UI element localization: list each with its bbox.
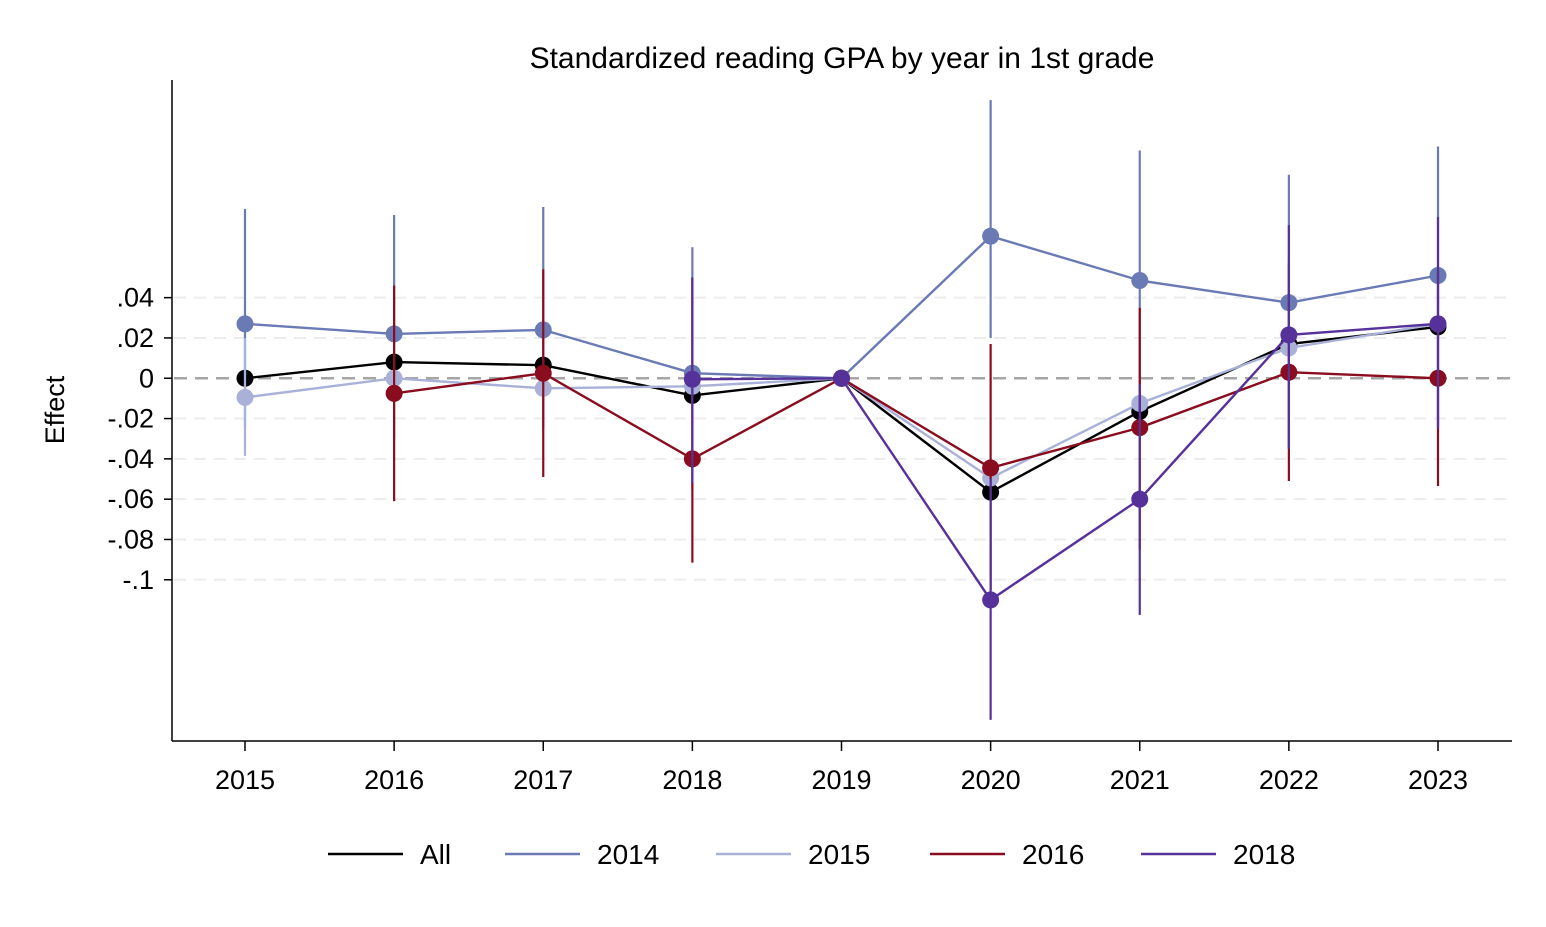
series-line xyxy=(244,322,1439,480)
data-point xyxy=(534,364,552,382)
x-tick-label: 2020 xyxy=(961,765,1021,795)
data-point xyxy=(982,459,1000,477)
legend-item-2015: 2015 xyxy=(716,839,870,870)
tick-labels: .04 .02 0 -.02 -.04 -.06 -.08 -.1 2015 2016 2017 20… xyxy=(107,283,1468,795)
legend-label: All xyxy=(420,839,451,870)
legend-item-2016: 2016 xyxy=(930,839,1084,870)
chart-title: Standardized reading GPA by year in 1st … xyxy=(530,42,1155,75)
legend-label: 2018 xyxy=(1233,839,1295,870)
gridlines xyxy=(174,296,1512,581)
data-point xyxy=(982,591,1000,609)
y-tick-label: .02 xyxy=(116,323,154,353)
x-tick-label: 2021 xyxy=(1110,765,1170,795)
y-tick-label: 0 xyxy=(139,363,154,393)
legend-label: 2016 xyxy=(1022,839,1084,870)
series-2016 xyxy=(385,263,1447,590)
axes xyxy=(164,80,1512,751)
data-point xyxy=(683,370,701,388)
x-tick-label: 2018 xyxy=(662,765,722,795)
x-tick-label: 2016 xyxy=(364,765,424,795)
data-point xyxy=(1280,326,1298,344)
x-tick-label: 2019 xyxy=(811,765,871,795)
legend-item-2018: 2018 xyxy=(1141,839,1295,870)
data-point xyxy=(1131,490,1149,508)
series-line xyxy=(393,370,1439,470)
data-point xyxy=(1131,272,1149,290)
data-point xyxy=(833,369,850,387)
data-point xyxy=(385,384,403,402)
x-tick-label: 2017 xyxy=(513,765,573,795)
series xyxy=(236,100,1447,720)
legend: All 2014 2015 2016 2018 xyxy=(328,839,1295,870)
legend-item-2014: 2014 xyxy=(505,839,659,870)
y-tick-label: .04 xyxy=(116,283,154,313)
series-All xyxy=(236,318,1447,501)
series-2018 xyxy=(683,217,1447,720)
y-tick-label: -.02 xyxy=(107,404,154,434)
data-point xyxy=(982,227,1000,245)
data-point xyxy=(1429,315,1447,333)
y-tick-label: -.08 xyxy=(107,524,154,554)
data-point xyxy=(236,315,254,333)
series-line xyxy=(692,322,1439,602)
series-line xyxy=(244,325,1439,494)
series-2015 xyxy=(236,315,1447,487)
legend-item-All: All xyxy=(328,839,451,870)
y-axis-label: Effect xyxy=(40,375,70,444)
y-tick-label: -.04 xyxy=(107,444,154,474)
legend-label: 2014 xyxy=(597,839,659,870)
y-tick-label: -.1 xyxy=(122,565,154,595)
x-tick-label: 2023 xyxy=(1408,765,1468,795)
series-2014 xyxy=(236,100,1447,490)
legend-label: 2015 xyxy=(808,839,870,870)
data-point xyxy=(236,388,254,406)
y-tick-label: -.06 xyxy=(107,484,154,514)
x-tick-label: 2022 xyxy=(1259,765,1319,795)
x-tick-label: 2015 xyxy=(215,765,275,795)
